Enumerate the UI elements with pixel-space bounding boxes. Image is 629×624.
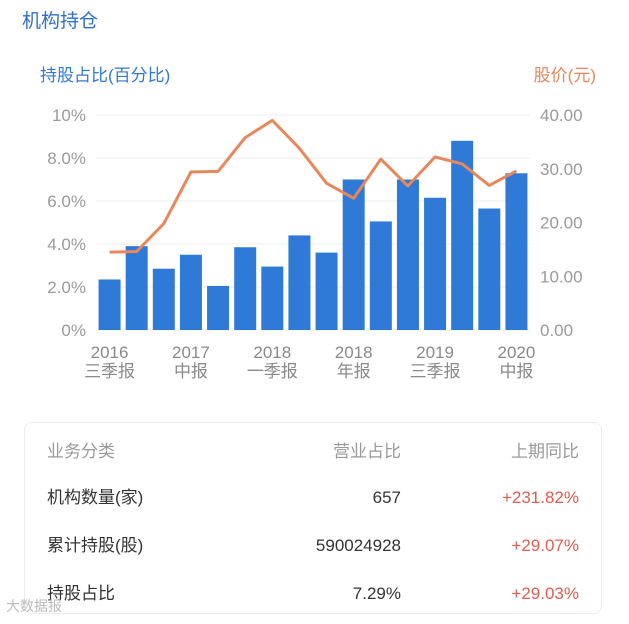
left-tick-label: 2.0% <box>47 278 86 297</box>
left-tick-label: 4.0% <box>47 235 86 254</box>
table-row: 持股占比 7.29% +29.03% <box>25 579 601 609</box>
holding-bar <box>478 208 501 330</box>
row-label: 累计持股(股) <box>47 536 144 555</box>
right-tick-label: 20.00 <box>540 214 583 233</box>
holding-bar <box>396 179 419 330</box>
right-tick-label: 0.00 <box>540 321 573 340</box>
x-tick-year: 2020 <box>498 343 536 362</box>
holdings-table: 业务分类 营业占比 上期同比 机构数量(家) 657 +231.82% 累计持股… <box>24 422 602 614</box>
holding-bar <box>152 268 175 330</box>
x-tick-period: 三季报 <box>410 362 461 381</box>
holding-bar <box>288 235 311 330</box>
row-change: +29.03% <box>511 584 579 603</box>
header-category: 业务分类 <box>47 442 115 461</box>
right-axis-title: 股价(元) <box>534 66 596 85</box>
row-label: 机构数量(家) <box>47 488 144 507</box>
right-tick-label: 30.00 <box>540 160 583 179</box>
x-tick-year: 2017 <box>172 343 210 362</box>
table-row: 机构数量(家) 657 +231.82% <box>25 483 601 513</box>
holding-bar <box>424 197 447 330</box>
holding-bar <box>451 140 474 330</box>
price-line <box>109 118 518 254</box>
row-value: 590024928 <box>315 536 401 555</box>
table-row: 累计持股(股) 590024928 +29.07% <box>25 531 601 561</box>
left-tick-label: 6.0% <box>47 192 86 211</box>
table-header: 业务分类 营业占比 上期同比 <box>25 437 601 467</box>
left-tick-label: 0% <box>61 321 86 340</box>
holdings-chart: 持股占比(百分比) 股价(元) 10% 8.0% 6.0% 4.0% 2.0% 0% 40… <box>40 66 596 381</box>
holding-bar <box>234 247 257 330</box>
header-share: 营业占比 <box>333 442 401 461</box>
x-tick-period: 年报 <box>337 362 371 381</box>
holding-bar <box>207 285 230 330</box>
x-tick-year: 2018 <box>253 343 291 362</box>
x-tick-period: 三季报 <box>84 362 135 381</box>
x-tick-period: 中报 <box>499 362 533 381</box>
left-tick-label: 10% <box>52 106 86 125</box>
holding-bar <box>315 252 338 330</box>
holding-bar <box>125 246 148 330</box>
row-value: 7.29% <box>352 584 401 603</box>
holding-bar <box>261 266 284 330</box>
right-tick-label: 10.00 <box>540 267 583 286</box>
holding-bar <box>98 279 121 330</box>
x-tick-year: 2018 <box>335 343 373 362</box>
row-change: +231.82% <box>501 488 579 507</box>
section-title: 机构持仓 <box>22 11 99 32</box>
holding-bar <box>342 179 365 330</box>
holding-bar <box>369 221 392 330</box>
left-tick-label: 8.0% <box>47 149 86 168</box>
watermark: 大数据报 <box>6 598 62 614</box>
holding-bar <box>179 254 202 330</box>
row-change: +29.07% <box>511 536 579 555</box>
right-tick-label: 40.00 <box>540 106 583 125</box>
header-yoy: 上期同比 <box>511 442 579 461</box>
left-axis-title: 持股占比(百分比) <box>40 66 170 85</box>
x-tick-period: 一季报 <box>247 362 298 381</box>
row-value: 657 <box>372 488 401 507</box>
x-tick-year: 2019 <box>416 343 454 362</box>
row-label: 持股占比 <box>47 584 115 603</box>
x-tick-period: 中报 <box>174 362 208 381</box>
x-tick-year: 2016 <box>91 343 129 362</box>
holding-bar <box>505 173 528 330</box>
